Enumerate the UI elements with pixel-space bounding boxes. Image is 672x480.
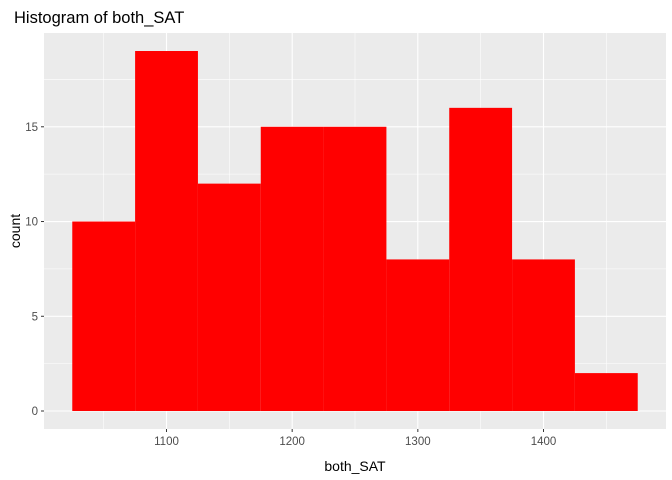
histogram-bar	[135, 51, 198, 411]
histogram-bar	[512, 259, 575, 411]
histogram-bar	[449, 107, 513, 411]
histogram-bars	[72, 51, 638, 411]
histogram-bar	[72, 221, 136, 411]
x-tick-label: 1200	[279, 436, 305, 448]
histogram-bar	[574, 373, 638, 411]
chart-title: Histogram of both_SAT	[14, 9, 184, 27]
y-tick-label: 15	[25, 122, 38, 134]
x-tick-label: 1400	[531, 436, 557, 448]
histogram-bar	[197, 183, 261, 411]
histogram-bar	[323, 126, 387, 411]
y-tick-label: 10	[25, 217, 38, 229]
y-tick-label: 0	[32, 406, 38, 418]
y-axis-title: count	[7, 214, 23, 248]
x-axis-title: both_SAT	[324, 458, 386, 474]
histogram-bar	[260, 126, 324, 411]
y-tick-label: 5	[32, 311, 38, 323]
x-tick-label: 1100	[154, 436, 179, 448]
x-tick-label: 1300	[405, 436, 431, 448]
histogram-bar	[386, 259, 450, 411]
y-axis-ticks: 0 5 10 15	[25, 122, 44, 418]
x-axis-ticks: 1100 1200 1300 1400	[154, 429, 556, 448]
